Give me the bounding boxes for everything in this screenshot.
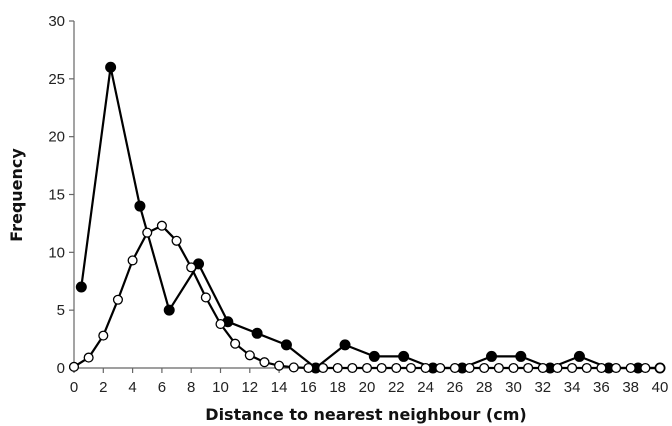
- data-point: [479, 362, 490, 374]
- data-point: [251, 327, 263, 339]
- x-tick-label: 4: [128, 379, 136, 396]
- data-point: [347, 362, 358, 374]
- data-point: [244, 350, 255, 361]
- data-point: [171, 235, 182, 246]
- x-tick-label: 24: [417, 379, 434, 396]
- data-point: [486, 350, 498, 362]
- data-point: [288, 362, 299, 373]
- data-point: [112, 294, 123, 305]
- data-point: [259, 357, 270, 368]
- data-point: [230, 338, 241, 349]
- data-point: [420, 362, 431, 374]
- series-1: [75, 61, 666, 374]
- data-point: [368, 350, 380, 362]
- x-tick-label: 36: [593, 379, 610, 396]
- data-point: [156, 220, 167, 231]
- x-tick-label: 14: [271, 379, 288, 396]
- data-point: [280, 339, 292, 351]
- data-point: [515, 350, 527, 362]
- data-point: [391, 362, 402, 374]
- data-point: [523, 362, 534, 374]
- data-point: [361, 362, 373, 374]
- data-point: [654, 362, 666, 374]
- data-point: [68, 361, 80, 372]
- y-tick-label: 25: [48, 71, 65, 88]
- y-ticks: 0 5 10 15 20 25 30: [48, 13, 74, 377]
- y-tick-label: 5: [57, 302, 65, 319]
- data-point: [75, 281, 87, 293]
- y-tick-label: 30: [48, 13, 65, 30]
- x-tick-label: 2: [99, 379, 107, 396]
- data-point: [625, 362, 636, 374]
- x-tick-label: 32: [534, 379, 551, 396]
- data-point: [493, 362, 504, 374]
- y-axis-title: Frequency: [7, 148, 26, 242]
- series-line: [73, 224, 660, 370]
- data-point: [640, 362, 651, 374]
- x-tick-label: 20: [359, 379, 376, 396]
- data-point: [186, 262, 197, 273]
- data-point: [449, 362, 460, 374]
- data-point: [435, 362, 446, 374]
- x-ticks: 0 2 4 6 8 10 12 14 16 18 20 22 24 26 28 30 32 34 36 38 40: [70, 368, 669, 396]
- data-point: [610, 362, 622, 374]
- data-point: [573, 350, 585, 362]
- data-point: [163, 304, 175, 316]
- data-point: [332, 362, 343, 374]
- x-tick-label: 10: [212, 379, 229, 396]
- data-point: [508, 362, 519, 374]
- series-2: [68, 220, 666, 374]
- data-point: [405, 362, 417, 374]
- data-point: [537, 362, 548, 374]
- data-point: [303, 362, 314, 374]
- data-point: [596, 362, 607, 374]
- data-point: [317, 362, 329, 374]
- series-group: [68, 61, 666, 374]
- data-point: [127, 255, 138, 266]
- data-point: [398, 350, 410, 362]
- data-point: [98, 330, 109, 341]
- x-axis-title: Distance to nearest neighbour (cm): [205, 405, 526, 424]
- x-tick-label: 34: [564, 379, 581, 396]
- x-tick-label: 30: [505, 379, 522, 396]
- data-point: [83, 352, 94, 363]
- x-tick-label: 0: [70, 379, 78, 396]
- y-tick-label: 20: [48, 129, 65, 146]
- data-point: [142, 227, 153, 238]
- data-point: [134, 200, 146, 212]
- series-line: [80, 66, 660, 370]
- data-point: [215, 318, 226, 330]
- data-point: [567, 362, 578, 374]
- y-tick-label: 15: [48, 187, 65, 204]
- data-point: [274, 360, 285, 371]
- axes: [73, 21, 660, 369]
- data-point: [581, 362, 592, 374]
- x-tick-label: 12: [241, 379, 258, 396]
- data-point: [200, 292, 211, 303]
- y-tick-label: 0: [57, 360, 65, 377]
- data-point: [339, 339, 351, 351]
- data-point: [552, 362, 563, 374]
- x-tick-label: 18: [329, 379, 346, 396]
- x-tick-label: 38: [622, 379, 639, 396]
- x-tick-label: 6: [158, 379, 166, 396]
- x-tick-label: 8: [187, 379, 195, 396]
- data-point: [105, 61, 117, 73]
- y-tick-label: 10: [48, 244, 65, 261]
- data-point: [376, 362, 387, 374]
- x-tick-label: 28: [476, 379, 493, 396]
- x-tick-label: 26: [447, 379, 464, 396]
- data-point: [464, 362, 475, 374]
- x-tick-label: 22: [388, 379, 405, 396]
- x-tick-label: 40: [652, 379, 669, 396]
- x-tick-label: 16: [300, 379, 317, 396]
